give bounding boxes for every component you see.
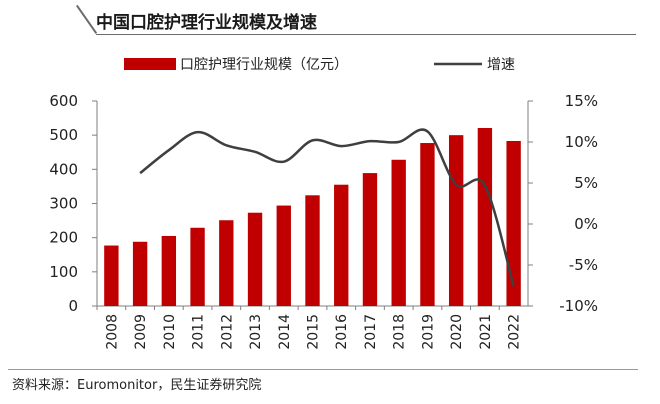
bar-2021: [477, 127, 493, 306]
bar-2022: [506, 140, 521, 306]
bar-2014: [276, 205, 291, 306]
x-tick-label: 2022: [507, 314, 523, 350]
bar-2011: [190, 227, 205, 306]
y-right-tick-label: 0%: [574, 215, 598, 233]
bar-2013: [247, 212, 263, 306]
title-underline: [96, 34, 636, 35]
bar-2015: [305, 195, 320, 306]
y-left-tick-label: 500: [49, 126, 78, 144]
source-divider: [8, 369, 638, 370]
title-decoration: [76, 4, 98, 34]
bar-2016: [334, 184, 349, 306]
x-tick-label: 2015: [306, 314, 322, 350]
x-tick-label: 2019: [420, 314, 436, 350]
y-left-tick-label: 600: [49, 92, 78, 110]
bar-2009: [132, 241, 148, 306]
x-tick-label: 2014: [277, 314, 293, 350]
chart-title: 中国口腔护理行业规模及增速: [96, 13, 317, 33]
x-tick-label: 2021: [478, 314, 494, 350]
x-tick-label: 2012: [219, 314, 235, 350]
x-tick-label: 2016: [334, 314, 350, 350]
y-left-tick-label: 200: [49, 229, 78, 247]
bar-2008: [104, 245, 119, 306]
x-tick-label: 2020: [449, 314, 465, 350]
x-tick-label: 2018: [392, 314, 408, 350]
y-left-tick-label: 0: [68, 297, 78, 315]
chart-area: 口腔护理行业规模（亿元） 增速 0 100 200 300 400 500 600 -10% -5%…: [49, 57, 598, 350]
x-tick-label: 2008: [104, 314, 120, 350]
legend-bar-label: 口腔护理行业规模（亿元）: [180, 57, 348, 73]
y-left-tick-label: 300: [49, 195, 78, 213]
x-tick-label: 2009: [133, 314, 149, 350]
legend-line-label: 增速: [487, 57, 515, 73]
x-tick-label: 2010: [162, 314, 178, 350]
y-right-tick-label: 5%: [574, 174, 598, 192]
x-tick-label: 2011: [191, 314, 207, 350]
y-right-tick-label: 10%: [565, 133, 598, 151]
bar-2019: [420, 143, 435, 306]
bar-2017: [362, 173, 378, 306]
bar-2020: [448, 135, 464, 306]
y-right-tick-label: -10%: [559, 297, 598, 315]
title-bar: 中国口腔护理行业规模及增速: [0, 0, 660, 36]
y-right-tick-label: -5%: [569, 256, 598, 274]
x-tick-label: 2017: [363, 314, 379, 350]
y-left-tick-label: 100: [49, 263, 78, 281]
y-left-tick-label: 400: [49, 160, 78, 178]
bar-2010: [161, 235, 177, 306]
bar-2012: [219, 220, 234, 306]
x-tick-label: 2013: [248, 314, 264, 350]
source-note: 资料来源：Euromonitor，民生证券研究院: [12, 378, 262, 393]
y-right-tick-label: 15%: [565, 92, 598, 110]
legend-bar-swatch: [124, 58, 176, 70]
bar-2018: [391, 159, 406, 306]
